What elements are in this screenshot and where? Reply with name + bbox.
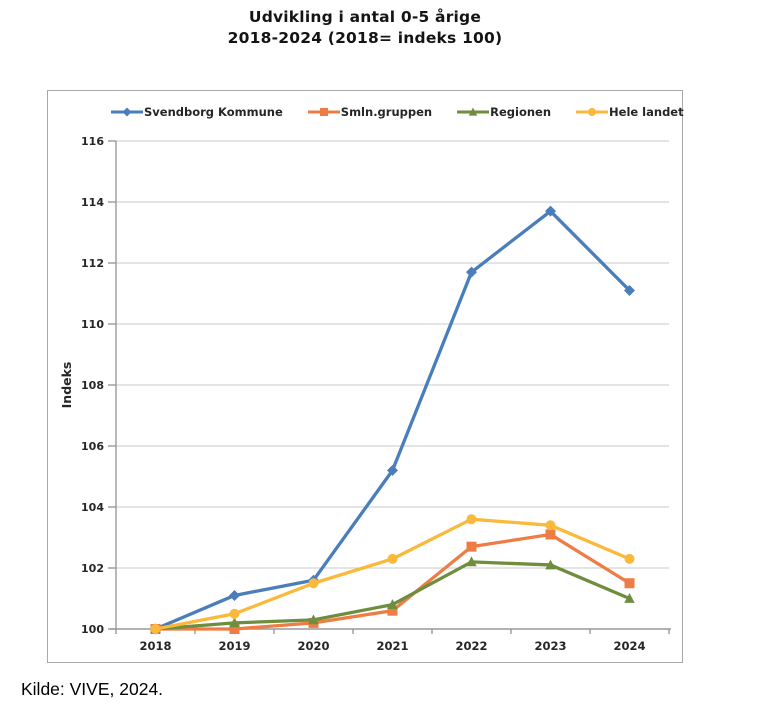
data-point-smln-gruppen-2023	[545, 529, 556, 540]
series-smln-gruppen	[150, 529, 635, 634]
data-point-svendborg-kommune-2024	[624, 284, 635, 296]
legend-marker-square-icon	[307, 108, 340, 116]
data-point-regionen-2019	[229, 617, 240, 628]
chart-title: Udvikling i antal 0-5 årige 2018-2024 (2…	[0, 7, 730, 49]
chart-title-line1: Udvikling i antal 0-5 årige	[248, 8, 482, 26]
legend-label: Svendborg Kommune	[144, 105, 283, 119]
series-line-svendborg-kommune	[153, 209, 632, 631]
x-tick-label-2024: 2024	[613, 639, 645, 653]
data-point-smln-gruppen-2021	[387, 605, 398, 616]
legend-label: Hele landet	[609, 105, 684, 119]
y-tick-label: 104	[81, 501, 104, 514]
x-tick-labels: 2018 2019 2020 2021 2022 2023 2024	[139, 639, 645, 653]
data-point-smln-gruppen-2022	[466, 541, 477, 552]
y-tick-label: 112	[81, 257, 104, 270]
data-point-regionen-2020	[308, 614, 319, 625]
y-tick-label: 108	[81, 379, 104, 392]
data-point-hele-landet-2023	[545, 520, 556, 531]
data-point-regionen-2024	[624, 593, 635, 603]
legend-item-smln-gruppen: Smln.gruppen	[307, 105, 432, 119]
legend-marker-shape	[468, 107, 478, 116]
legend-marker-diamond-icon	[111, 107, 143, 117]
data-point-svendborg-kommune-2022	[466, 266, 477, 278]
gridlines	[116, 140, 669, 569]
data-point-regionen-2021	[387, 599, 398, 609]
y-tick-label: 102	[81, 562, 104, 575]
source-note: Kilde: VIVE, 2024.	[21, 679, 164, 699]
data-point-smln-gruppen-2024	[624, 578, 635, 589]
data-point-hele-landet-2022	[466, 514, 477, 525]
data-point-svendborg-kommune-2019	[229, 589, 240, 601]
y-tick-label: 110	[81, 318, 104, 331]
data-point-hele-landet-2021	[387, 553, 398, 564]
data-point-svendborg-kommune-2021	[387, 464, 398, 476]
data-point-hele-landet-2020	[308, 578, 319, 589]
y-tick-label: 114	[81, 196, 104, 209]
chart-area: 100 102 104 106 108 110 112 114 116 2018 2019 2020 2…	[47, 90, 684, 663]
y-axis-title: Indeks	[59, 362, 74, 409]
y-tick-labels: 100 102 104 106 108 110 112 114 116	[81, 135, 104, 636]
x-tick-label-2019: 2019	[218, 639, 250, 653]
legend-marker-shape	[588, 108, 597, 116]
legend-item-hele-landet: Hele landet	[575, 105, 684, 119]
x-tick-label-2022: 2022	[455, 639, 487, 653]
legend-item-regionen: Regionen	[456, 105, 551, 119]
legend-label: Regionen	[490, 105, 552, 119]
data-point-svendborg-kommune-2023	[545, 205, 556, 217]
legend-label: Smln.gruppen	[340, 105, 433, 119]
data-point-hele-landet-2018	[150, 624, 161, 634]
series-line-regionen	[153, 560, 632, 631]
chart-legend: Svendborg Kommune Smln.gruppen Regionen Hel…	[110, 105, 684, 119]
series-regionen	[150, 556, 635, 634]
y-tick-label: 100	[81, 623, 104, 636]
data-point-smln-gruppen-2019	[229, 624, 240, 634]
legend-marker-shape	[319, 108, 328, 116]
legend-item-svendborg-kommune: Svendborg Kommune	[110, 105, 283, 119]
x-tick-label-2018: 2018	[139, 639, 171, 653]
chart-title-line2: 2018-2024 (2018= indeks 100)	[227, 29, 503, 47]
x-tick-label-2020: 2020	[297, 639, 329, 653]
data-point-regionen-2022	[466, 556, 477, 567]
legend-marker-shape	[122, 107, 132, 117]
y-tick-label: 116	[81, 135, 104, 148]
legend-marker-triangle-icon	[457, 107, 490, 116]
x-tick-label-2023: 2023	[534, 639, 566, 653]
data-point-hele-landet-2024	[624, 553, 635, 564]
data-point-hele-landet-2019	[229, 608, 240, 619]
series-hele-landet	[150, 514, 635, 634]
y-tick-label: 106	[81, 440, 104, 453]
x-tick-label-2021: 2021	[376, 639, 408, 653]
legend-marker-circle-icon	[576, 108, 609, 116]
data-point-regionen-2023	[545, 559, 556, 570]
